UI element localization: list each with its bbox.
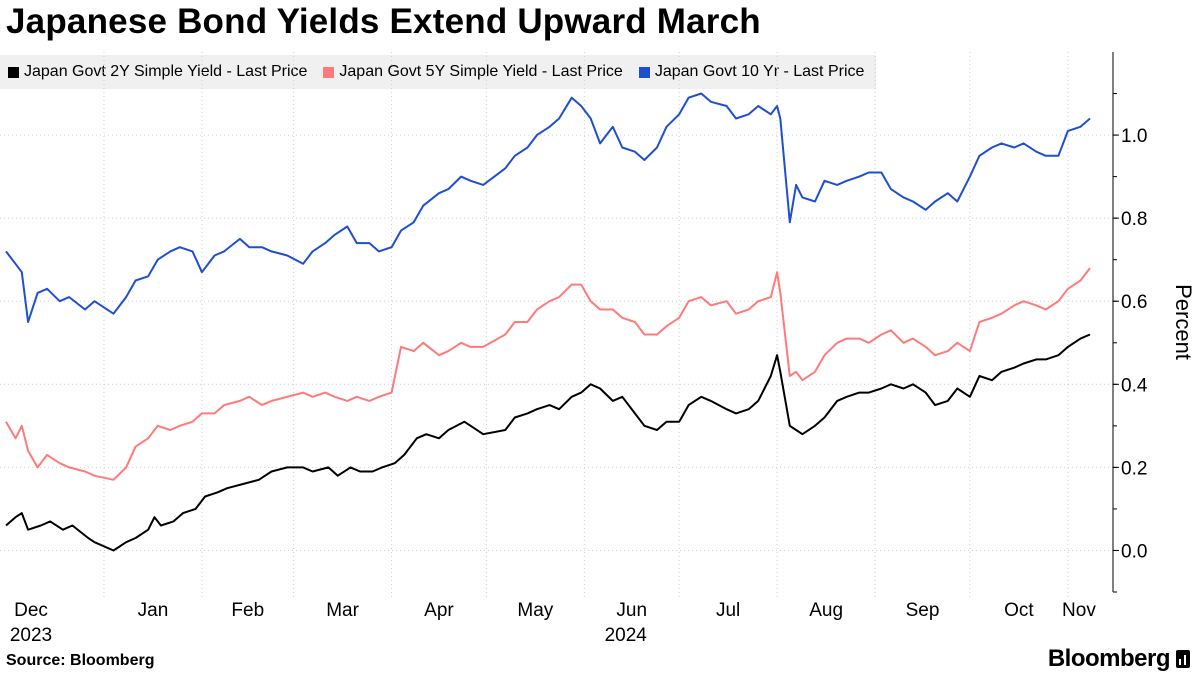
source-note: Source: Bloomberg: [6, 652, 155, 669]
x-tick-label: Nov: [1062, 600, 1096, 621]
x-tick-label: Dec: [14, 600, 48, 621]
series-line-3: [5, 92, 1091, 323]
legend-item: Japan Govt 5Y Simple Yield - Last Price: [323, 63, 623, 81]
y-tick-label: 0.8: [1121, 209, 1147, 230]
legend-label: Japan Govt 2Y Simple Yield - Last Price: [24, 63, 308, 80]
legend-label: Japan Govt 5Y Simple Yield - Last Price: [339, 63, 623, 80]
year-label: 2024: [605, 625, 648, 646]
legend-item: Japan Govt 10 Yr - Last Price: [638, 63, 865, 81]
x-tick-label: Aug: [809, 600, 843, 621]
legend-swatch: [638, 66, 650, 78]
x-tick-label: Sep: [906, 600, 940, 621]
x-tick-label: Apr: [424, 600, 454, 621]
y-tick-label: 1.0: [1121, 126, 1147, 147]
legend-swatch: [8, 66, 19, 78]
year-label: 2023: [10, 625, 52, 646]
series-line-2: [5, 267, 1091, 481]
x-tick-label: Jun: [616, 600, 647, 621]
legend-label: Japan Govt 10 Yr - Last Price: [654, 63, 865, 80]
legend-item: Japan Govt 2Y Simple Yield - Last Price: [8, 63, 307, 81]
bar-chart-icon: [1176, 650, 1190, 668]
x-tick-label: Feb: [231, 600, 264, 621]
y-axis-title: Percent: [1171, 284, 1196, 360]
chart-legend: Japan Govt 2Y Simple Yield - Last Price J…: [0, 55, 877, 89]
brand-logo: Bloomberg: [1048, 645, 1190, 673]
x-tick-label: Jul: [716, 600, 740, 621]
y-tick-label: 0.4: [1121, 375, 1148, 396]
x-tick-label: May: [517, 600, 553, 621]
y-tick-label: 0.2: [1121, 458, 1147, 479]
legend-swatch: [323, 66, 335, 78]
brand-text: Bloomberg: [1047, 645, 1171, 672]
x-tick-label: Oct: [1004, 600, 1034, 621]
series-line-1: [5, 333, 1091, 552]
x-tick-label: Jan: [138, 600, 169, 621]
chart-title: Japanese Bond Yields Extend Upward March: [6, 2, 761, 41]
y-tick-label: 0.6: [1121, 292, 1147, 313]
y-tick-label: 0.0: [1121, 541, 1147, 562]
x-tick-label: Mar: [326, 600, 359, 621]
